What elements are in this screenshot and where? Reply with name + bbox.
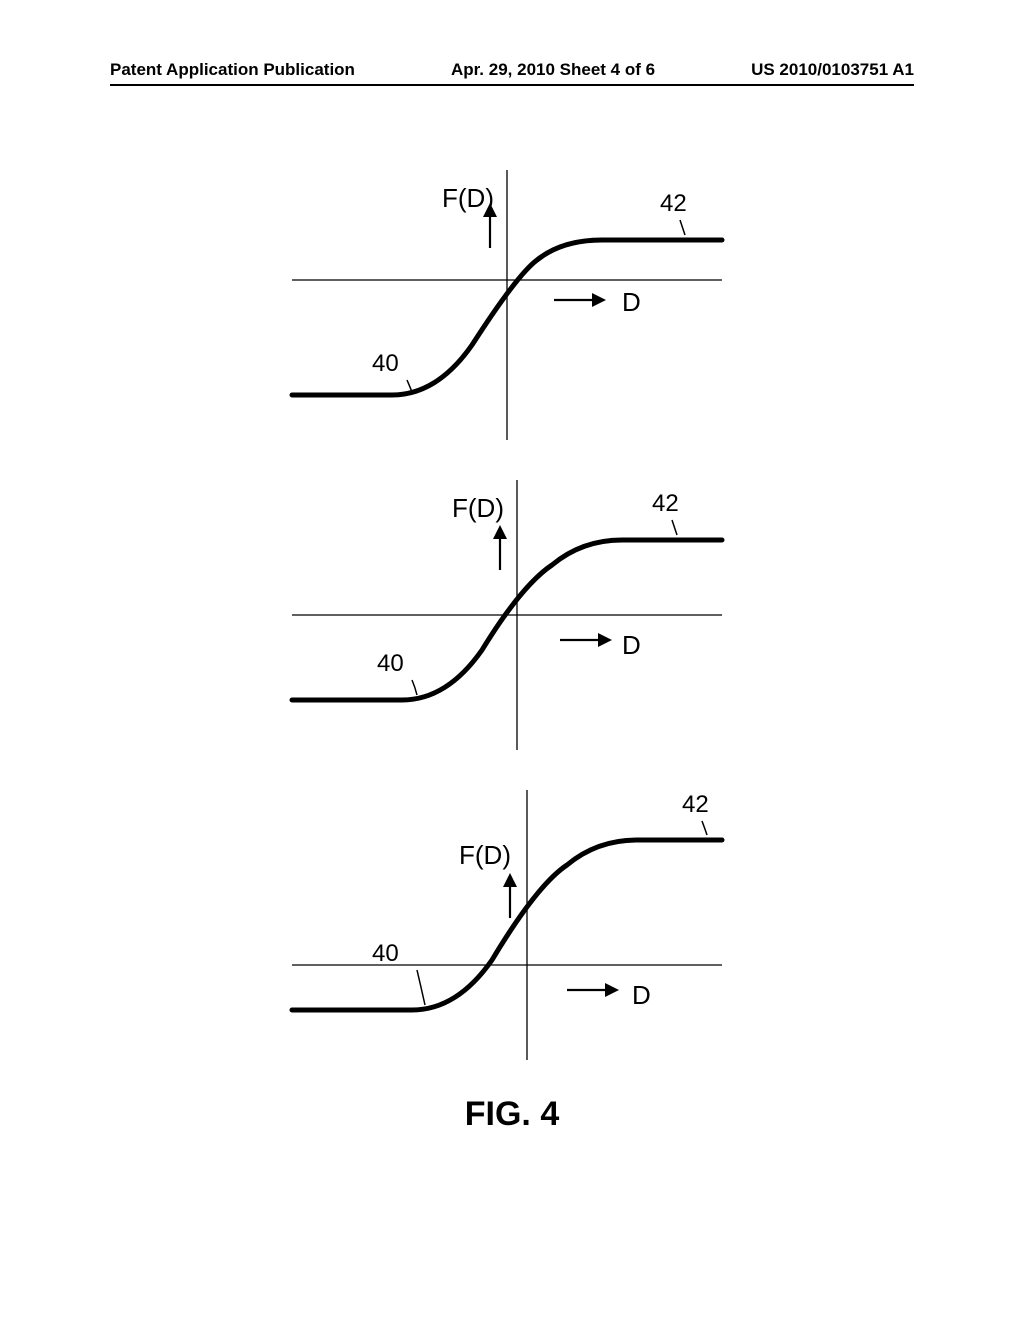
y-axis-label: F(D) [459, 840, 511, 871]
graph-panel: F(D) D 40 42 [262, 785, 762, 1065]
right-arrow-head-icon [592, 293, 606, 307]
ref-tick-left [417, 970, 425, 1005]
y-axis-label: F(D) [442, 183, 494, 214]
graph-svg [262, 785, 762, 1065]
graph-panel: F(D) D 40 42 [262, 165, 762, 445]
graph-panel: F(D) D 40 42 [262, 475, 762, 755]
ref-number-right: 42 [660, 190, 687, 218]
ref-tick-right [672, 520, 677, 535]
sigmoid-curve [292, 540, 722, 700]
x-axis-label: D [632, 980, 651, 1011]
graphs-container: F(D) D 40 42 F(D) D 40 42 F(D) D 40 42 [0, 165, 1024, 1065]
graph-svg [262, 475, 762, 755]
header-left: Patent Application Publication [110, 60, 355, 80]
ref-number-left: 40 [372, 350, 399, 378]
page-header: Patent Application Publication Apr. 29, … [110, 60, 914, 80]
graph-svg [262, 165, 762, 445]
header-center: Apr. 29, 2010 Sheet 4 of 6 [451, 60, 655, 80]
ref-number-right: 42 [652, 490, 679, 518]
header-right: US 2010/0103751 A1 [751, 60, 914, 80]
ref-number-left: 40 [377, 650, 404, 678]
right-arrow-head-icon [598, 633, 612, 647]
header-underline [110, 84, 914, 86]
ref-tick-left [407, 380, 412, 392]
ref-tick-right [680, 220, 685, 235]
ref-tick-right [702, 821, 707, 835]
up-arrow-head-icon [493, 525, 507, 539]
ref-number-left: 40 [372, 940, 399, 968]
figure-area: F(D) D 40 42 F(D) D 40 42 F(D) D 40 42 FIG. 4 [0, 165, 1024, 1134]
up-arrow-head-icon [503, 873, 517, 887]
x-axis-label: D [622, 630, 641, 661]
right-arrow-head-icon [605, 983, 619, 997]
y-axis-label: F(D) [452, 493, 504, 524]
x-axis-label: D [622, 287, 641, 318]
ref-number-right: 42 [682, 791, 709, 819]
ref-tick-left [412, 680, 417, 695]
figure-caption: FIG. 4 [0, 1095, 1024, 1134]
